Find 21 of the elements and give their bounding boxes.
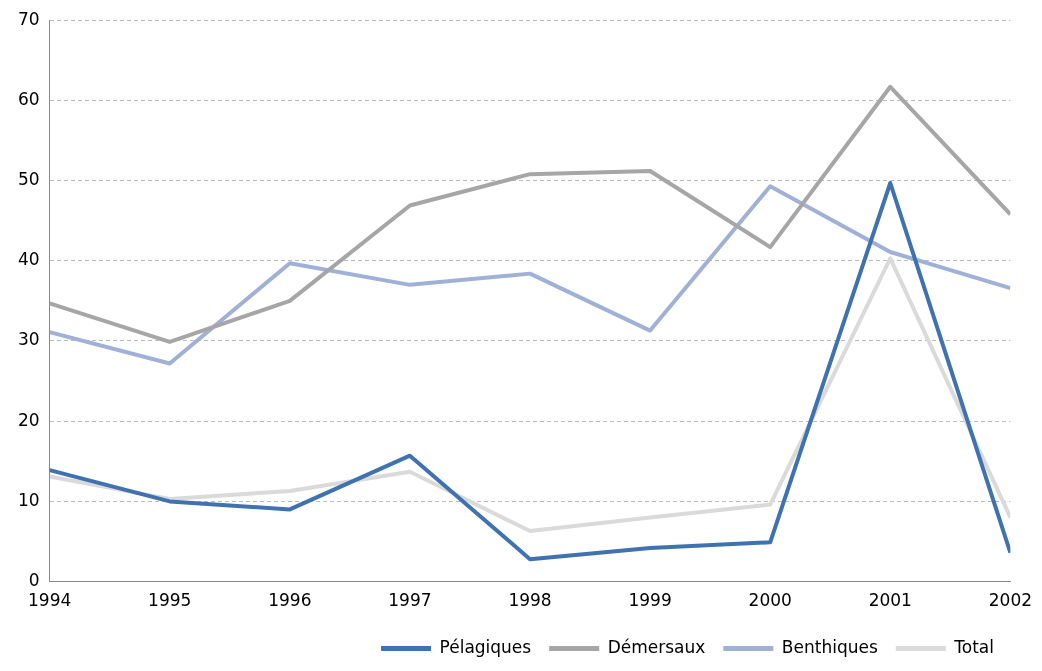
y-tick-label: 20	[17, 409, 40, 430]
y-tick-label: 10	[17, 489, 40, 510]
legend-label: Benthiques	[781, 636, 878, 657]
x-tick-label: 2000	[748, 590, 792, 611]
x-tick-label: 1999	[628, 590, 672, 611]
x-tick-label: 1996	[268, 590, 312, 611]
x-tick-label: 2001	[868, 590, 912, 611]
x-tick-label: 1998	[508, 590, 552, 611]
y-tick-label: 60	[17, 88, 40, 109]
y-tick-label: 50	[17, 169, 40, 190]
x-tick-label: 1995	[148, 590, 192, 611]
y-tick-label: 0	[28, 570, 40, 591]
legend-label: Démersaux	[607, 636, 706, 657]
y-tick-label: 30	[17, 329, 40, 350]
y-tick-label: 40	[17, 249, 40, 270]
x-tick-label: 1997	[388, 590, 432, 611]
x-tick-label: 2002	[988, 590, 1032, 611]
legend-label: Pélagiques	[439, 636, 532, 657]
legend-label: Total	[953, 636, 994, 657]
y-tick-label: 70	[17, 8, 40, 29]
x-tick-label: 1994	[28, 590, 72, 611]
